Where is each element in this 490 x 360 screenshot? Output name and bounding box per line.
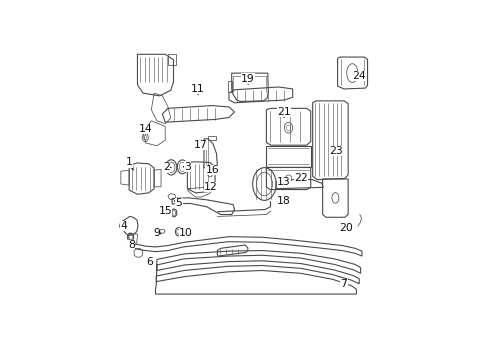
Text: 9: 9 bbox=[153, 228, 160, 238]
Text: 4: 4 bbox=[120, 221, 127, 231]
Text: 8: 8 bbox=[128, 240, 135, 250]
Text: 3: 3 bbox=[184, 162, 191, 172]
Text: 18: 18 bbox=[277, 195, 291, 206]
Text: 2: 2 bbox=[163, 162, 170, 172]
Text: 7: 7 bbox=[341, 279, 347, 289]
Text: 11: 11 bbox=[191, 84, 205, 94]
Text: 21: 21 bbox=[277, 107, 291, 117]
Text: 17: 17 bbox=[194, 140, 208, 150]
Text: 24: 24 bbox=[352, 71, 366, 81]
Text: 14: 14 bbox=[138, 124, 152, 134]
Text: 12: 12 bbox=[204, 182, 218, 192]
Text: 15: 15 bbox=[158, 206, 172, 216]
Text: 22: 22 bbox=[294, 174, 308, 184]
Text: 13: 13 bbox=[277, 177, 291, 187]
Text: 19: 19 bbox=[241, 74, 255, 84]
Text: 20: 20 bbox=[339, 223, 353, 233]
Text: 10: 10 bbox=[179, 228, 193, 238]
Text: 5: 5 bbox=[175, 198, 182, 208]
Text: 23: 23 bbox=[330, 146, 343, 156]
Text: 6: 6 bbox=[147, 257, 153, 267]
Text: 16: 16 bbox=[205, 165, 219, 175]
Text: 1: 1 bbox=[126, 157, 133, 167]
